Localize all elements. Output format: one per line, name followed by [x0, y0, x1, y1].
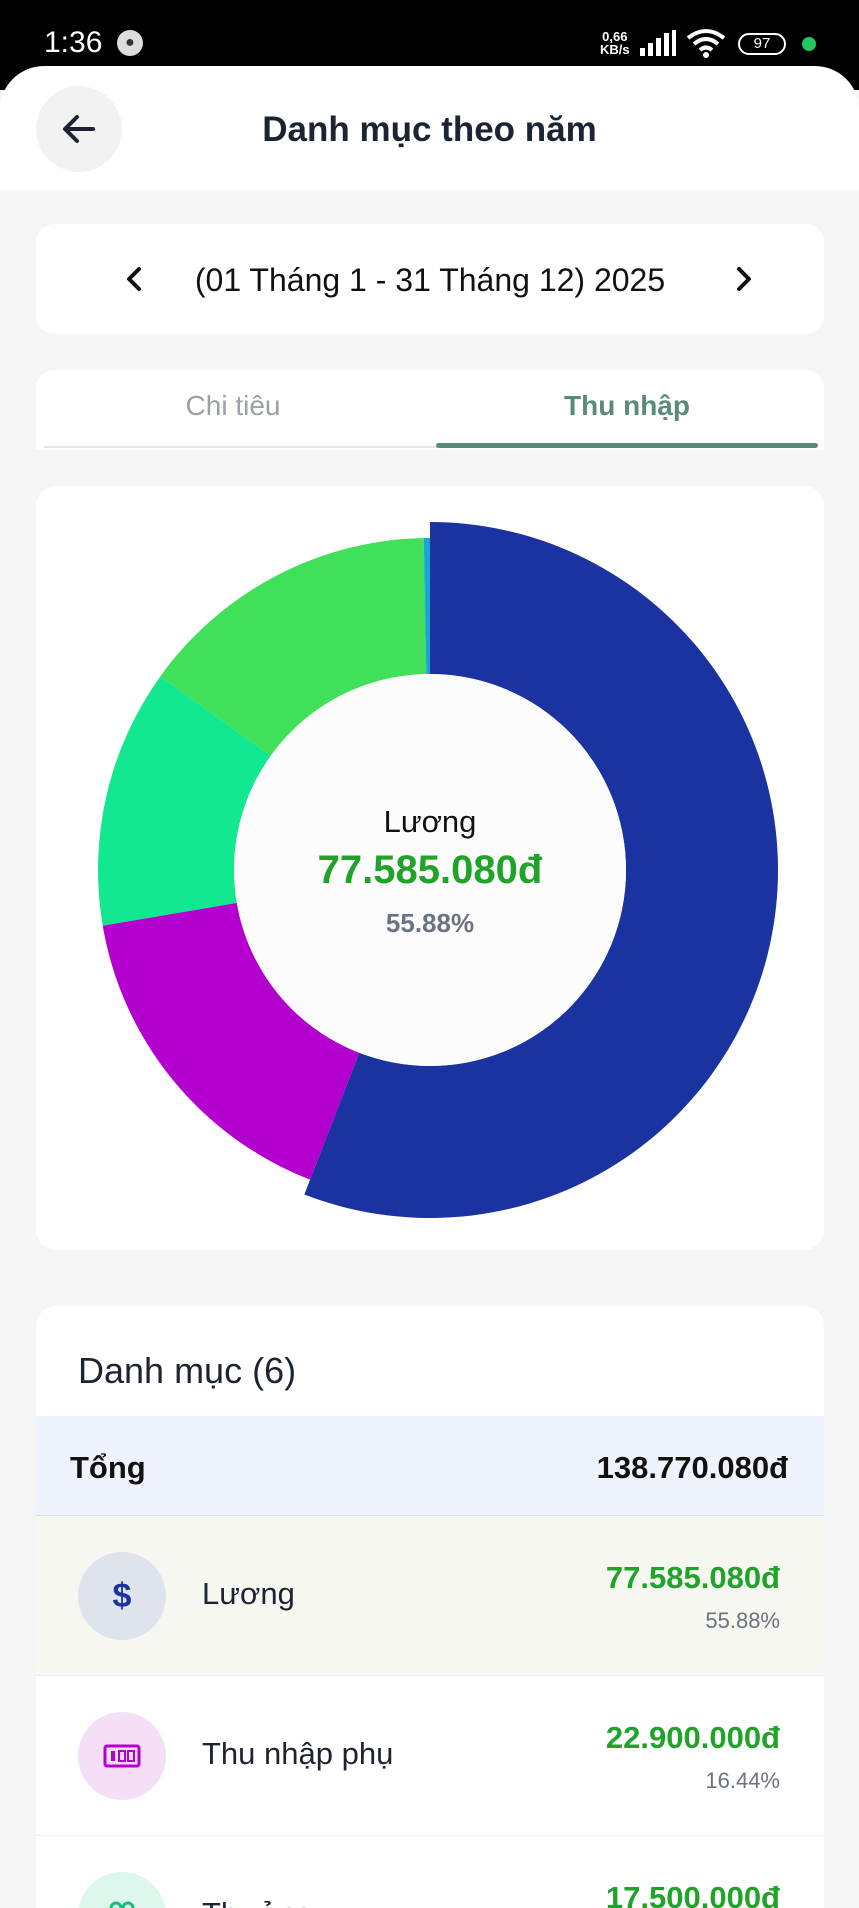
donut-slice-2[interactable] [97, 676, 271, 926]
category-name: Thu nhập phụ [202, 1736, 394, 1771]
tab-expense[interactable]: Chi tiêu [185, 390, 281, 421]
category-list-card: Danh mục (6) Tổng 138.770.080đ $ Lương 7… [36, 1306, 824, 1908]
date-range-navigator: (01 Tháng 1 - 31 Tháng 12) 2025 [36, 224, 824, 334]
svg-text:$: $ [113, 1577, 132, 1615]
tab-active-indicator [436, 443, 818, 448]
total-value: 138.770.080đ [596, 1450, 788, 1485]
dollar-icon: $ [78, 1552, 166, 1640]
privacy-indicator-dot [802, 37, 816, 51]
next-period-button[interactable] [716, 252, 770, 306]
chart-center-percent: 55.88% [385, 908, 475, 938]
donut-chart[interactable] [36, 486, 824, 1250]
app-notification-icon: ● [117, 30, 143, 56]
tab-divider [44, 446, 816, 448]
arrow-left-icon [63, 115, 95, 143]
category-list-title: Danh mục (6) [78, 1350, 297, 1391]
donut-slice-4[interactable] [423, 538, 430, 675]
status-time: 1:36 [44, 26, 103, 59]
donut-slice-0[interactable] [304, 522, 779, 1218]
donut-hole [234, 674, 626, 1066]
network-speed: 0,66 KB/s [600, 29, 630, 57]
app-bar: Danh mục theo năm [0, 66, 859, 190]
category-row-luong[interactable]: $ Lương 77.585.080đ 55.88% [36, 1516, 824, 1676]
category-row-thu-nhap-phu[interactable]: Thu nhập phụ 22.900.000đ 16.44% [36, 1676, 824, 1836]
gift-icon [78, 1872, 166, 1908]
donut-slice-1[interactable] [102, 902, 360, 1180]
category-amount: 22.900.000đ [605, 1720, 780, 1755]
battery-icon: 97 [738, 33, 786, 55]
category-amount: 77.585.080đ [605, 1560, 780, 1595]
category-amount: 17.500.000đ [605, 1880, 780, 1908]
category-row-thuong[interactable]: Thưởng 17.500.000đ [36, 1836, 824, 1908]
date-range-label: (01 Tháng 1 - 31 Tháng 12) 2025 [194, 262, 666, 298]
category-name: Thưởng [202, 1896, 314, 1908]
type-tabs: Chi tiêu Thu nhập [36, 370, 824, 450]
chevron-right-icon [737, 267, 751, 291]
chart-center-name: Lương [383, 804, 477, 839]
tab-income[interactable]: Thu nhập [564, 390, 690, 421]
page-title: Danh mục theo năm [262, 110, 597, 149]
wifi-icon [686, 29, 726, 58]
category-name: Lương [202, 1576, 295, 1611]
category-percent: 16.44% [705, 1768, 780, 1793]
signal-icon [640, 30, 676, 56]
total-label: Tổng [70, 1450, 146, 1485]
previous-period-button[interactable] [108, 252, 162, 306]
cash-icon [78, 1712, 166, 1800]
category-percent: 55.88% [705, 1608, 780, 1633]
chart-card: Lương 77.585.080đ 55.88% [36, 486, 824, 1250]
total-row: Tổng 138.770.080đ [36, 1416, 824, 1516]
chevron-left-icon [127, 267, 141, 291]
chart-center-amount: 77.585.080đ [317, 848, 543, 892]
back-button[interactable] [36, 86, 122, 172]
donut-slice-3[interactable] [160, 538, 427, 756]
